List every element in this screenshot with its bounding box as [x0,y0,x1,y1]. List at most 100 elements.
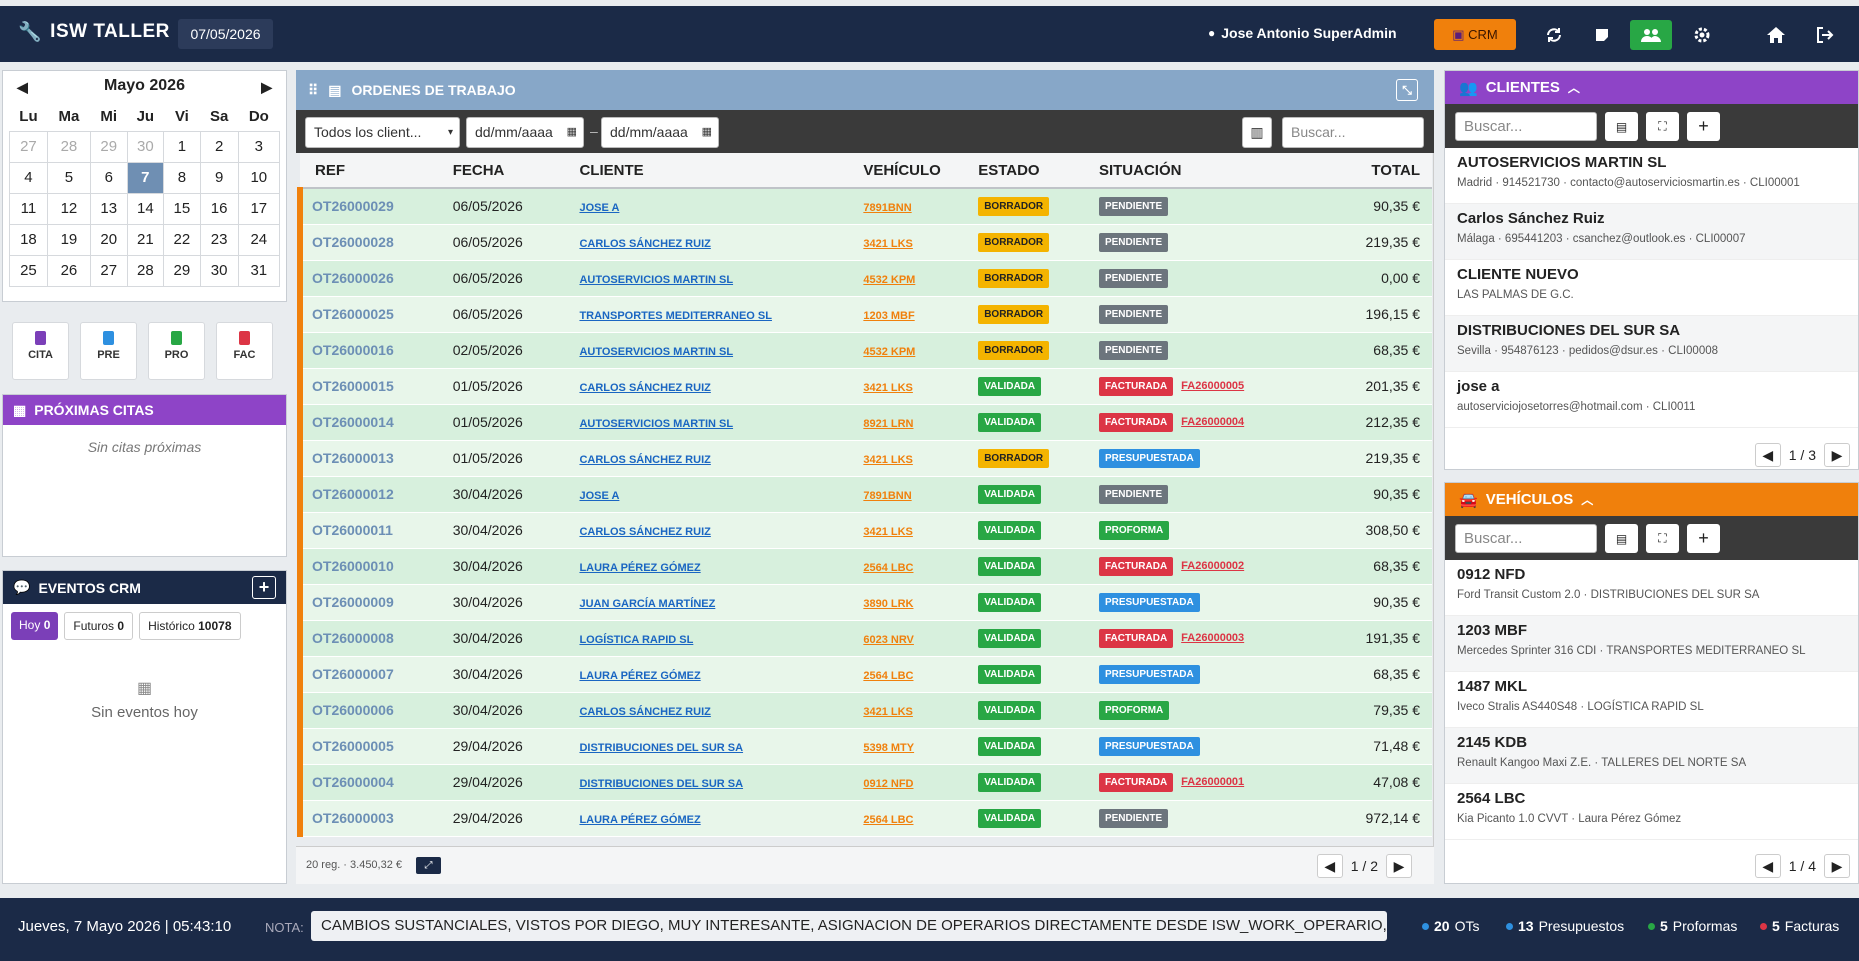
ot-ref[interactable]: OT26000012 [312,486,394,502]
ot-ref[interactable]: OT26000025 [312,306,394,322]
column-header[interactable]: REF [300,153,438,189]
calendar-day[interactable]: 26 [46,254,91,287]
tab-futuros[interactable]: Futuros 0 [64,612,134,640]
ot-vehiculo-link[interactable]: 4532 KPM [863,346,916,358]
ot-ref[interactable]: OT26000011 [312,522,393,538]
vehiculos-export-button[interactable]: ▤ [1605,524,1638,553]
ot-cliente-link[interactable]: DISTRIBUCIONES DEL SUR SA [579,742,744,754]
ot-ref[interactable]: OT26000016 [312,342,394,358]
user-menu[interactable]: ● Jose Antonio SuperAdmin [1208,25,1397,41]
ot-ref[interactable]: OT26000007 [312,666,394,682]
next-month-icon[interactable]: ▶ [261,79,272,95]
ot-vehiculo-link[interactable]: 8921 LRN [863,418,914,430]
factura-link[interactable]: FA26000005 [1181,380,1245,392]
ot-cliente-link[interactable]: LAURA PÉREZ GÓMEZ [579,670,701,682]
calendar-day[interactable]: 9 [199,161,239,194]
calendar-day[interactable]: 22 [163,223,201,256]
ot-ref[interactable]: OT26000013 [312,450,394,466]
calendar-day[interactable]: 13 [89,192,128,225]
quick-pre-button[interactable]: PRE [80,322,137,380]
ot-cliente-link[interactable]: CARLOS SÁNCHEZ RUIZ [579,526,711,538]
ot-ref[interactable]: OT26000005 [312,738,394,754]
ot-vehiculo-link[interactable]: 2564 LBC [863,814,914,826]
clientes-fullscreen-button[interactable]: ⛶ [1646,112,1679,141]
ot-ref[interactable]: OT26000003 [312,810,394,826]
list-item[interactable]: AUTOSERVICIOS MARTIN SL Madrid · 91452173… [1445,148,1858,204]
date-to-input[interactable]: dd/mm/aaaa ▦ [601,117,719,148]
calendar-day[interactable]: 4 [9,161,48,194]
date-from-input[interactable]: dd/mm/aaaa ▦ [466,117,584,148]
factura-link[interactable]: FA26000002 [1181,560,1245,572]
ot-cliente-link[interactable]: LAURA PÉREZ GÓMEZ [579,562,701,574]
prev-page-button[interactable]: ◀ [1754,854,1781,878]
calendar-day[interactable]: 31 [237,254,281,287]
calendar-day[interactable]: 20 [89,223,128,256]
tab-hoy[interactable]: Hoy 0 [11,612,59,640]
table-row[interactable]: OT26000015 01/05/2026 CARLOS SÁNCHEZ RUIZ 3… [297,368,1432,405]
calendar-day[interactable]: 16 [199,192,239,225]
calendar-day[interactable]: 27 [89,254,128,287]
calendar-day[interactable]: 8 [163,161,201,194]
ot-cliente-link[interactable]: CARLOS SÁNCHEZ RUIZ [579,454,711,466]
table-row[interactable]: OT26000025 06/05/2026 TRANSPORTES MEDITERR… [297,296,1432,333]
factura-link[interactable]: FA26000001 [1181,776,1245,788]
column-header[interactable]: TOTAL [1313,153,1432,189]
ot-vehiculo-link[interactable]: 2564 LBC [863,670,914,682]
ot-ref[interactable]: OT26000009 [312,594,394,610]
gear-icon[interactable] [1686,21,1718,49]
ot-cliente-link[interactable]: JUAN GARCÍA MARTÍNEZ [579,598,716,610]
ot-ref[interactable]: OT26000028 [312,234,394,250]
calendar-day[interactable]: 28 [46,130,91,163]
table-row[interactable]: OT26000013 01/05/2026 CARLOS SÁNCHEZ RUIZ 3… [297,440,1432,477]
table-row[interactable]: OT26000006 30/04/2026 CARLOS SÁNCHEZ RUIZ 3… [297,692,1432,729]
calendar-day[interactable]: 18 [9,223,48,256]
prev-page-button[interactable]: ◀ [1754,443,1781,467]
table-row[interactable]: OT26000005 29/04/2026 DISTRIBUCIONES DEL S… [297,728,1432,765]
prev-page-button[interactable]: ◀ [1316,854,1343,878]
table-row[interactable]: OT26000003 29/04/2026 LAURA PÉREZ GÓMEZ 256… [297,800,1432,837]
ot-vehiculo-link[interactable]: 7891BNN [863,202,912,215]
ot-vehiculo-link[interactable]: 3421 LKS [863,526,913,538]
ot-vehiculo-link[interactable]: 3421 LKS [863,238,913,250]
ot-ref[interactable]: OT26000014 [312,414,394,430]
table-row[interactable]: OT26000014 01/05/2026 AUTOSERVICIOS MARTIN… [297,404,1432,441]
calendar-day[interactable]: 1 [163,130,201,163]
calendar-day[interactable]: 24 [237,223,281,256]
vehiculos-fullscreen-button[interactable]: ⛶ [1646,524,1679,553]
table-row[interactable]: OT26000011 30/04/2026 CARLOS SÁNCHEZ RUIZ 3… [297,512,1432,549]
quick-fac-button[interactable]: FAC [216,322,273,380]
ot-cliente-link[interactable]: LAURA PÉREZ GÓMEZ [579,814,701,826]
ot-ref[interactable]: OT26000004 [312,774,394,790]
calendar-day[interactable]: 15 [163,192,201,225]
list-item[interactable]: CLIENTE NUEVO LAS PALMAS DE G.C. [1445,260,1858,316]
ot-vehiculo-link[interactable]: 3421 LKS [863,382,913,394]
users-group-icon[interactable] [1630,20,1672,50]
table-scrollbar[interactable] [1433,153,1434,846]
home-icon[interactable] [1760,21,1792,49]
next-page-button[interactable]: ▶ [1386,854,1412,878]
ot-vehiculo-link[interactable]: 0912 NFD [863,778,914,790]
next-page-button[interactable]: ▶ [1824,443,1850,467]
vehiculos-header[interactable]: 🚘 VEHÍCULOS ︿ [1445,483,1858,516]
ot-ref[interactable]: OT26000015 [312,378,394,394]
list-item[interactable]: 2564 LBC Kia Picanto 1.0 CVVT · Laura Pér… [1445,784,1858,840]
column-header[interactable]: VEHÍCULO [848,153,964,189]
calendar-day[interactable]: 3 [237,130,281,163]
ot-cliente-link[interactable]: JOSE A [579,202,620,215]
clientes-add-button[interactable]: + [1687,112,1720,141]
ot-cliente-link[interactable]: DISTRIBUCIONES DEL SUR SA [579,778,744,790]
prev-month-icon[interactable]: ◀ [17,79,28,95]
calendar-day[interactable]: 27 [9,130,48,163]
list-item[interactable]: 1203 MBF Mercedes Sprinter 316 CDI · TRAN… [1445,616,1858,672]
ot-cliente-link[interactable]: CARLOS SÁNCHEZ RUIZ [579,238,711,250]
table-row[interactable]: OT26000008 30/04/2026 LOGÍSTICA RAPID SL 60… [297,620,1432,657]
ordenes-search-input[interactable]: Buscar... [1282,117,1424,148]
ot-cliente-link[interactable]: TRANSPORTES MEDITERRANEO SL [579,310,772,322]
list-item[interactable]: jose a autoserviciojosetorres@hotmail.com… [1445,372,1858,428]
ot-vehiculo-link[interactable]: 5398 MTY [863,742,915,754]
quick-pro-button[interactable]: PRO [148,322,205,380]
table-row[interactable]: OT26000010 30/04/2026 LAURA PÉREZ GÓMEZ 256… [297,548,1432,585]
ot-cliente-link[interactable]: JOSE A [579,490,620,502]
table-row[interactable]: OT26000016 02/05/2026 AUTOSERVICIOS MARTIN… [297,332,1432,369]
ot-cliente-link[interactable]: AUTOSERVICIOS MARTIN SL [579,346,734,358]
